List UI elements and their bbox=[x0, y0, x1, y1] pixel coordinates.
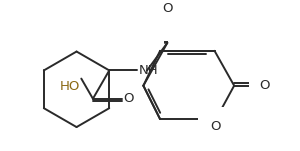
Text: O: O bbox=[162, 2, 172, 15]
Text: O: O bbox=[259, 79, 269, 92]
Text: O: O bbox=[211, 120, 221, 133]
Text: NH: NH bbox=[138, 64, 158, 77]
Text: O: O bbox=[123, 92, 134, 105]
Text: HO: HO bbox=[59, 80, 80, 93]
